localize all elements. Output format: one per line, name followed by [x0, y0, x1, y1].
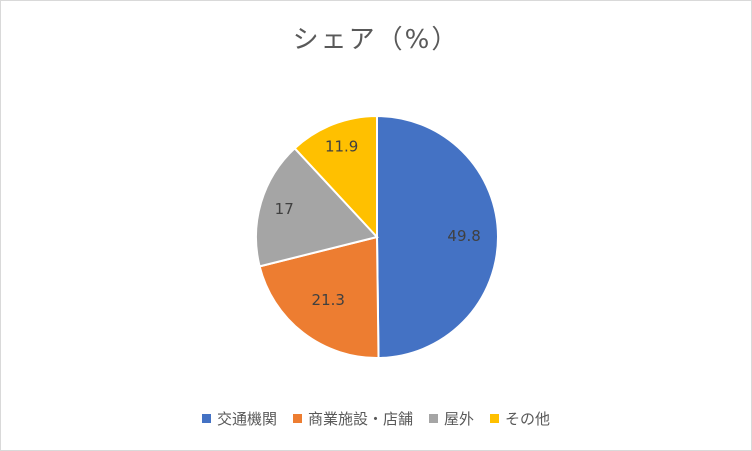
legend-swatch — [429, 414, 438, 423]
legend-item-2: 商業施設・店舗 — [292, 408, 413, 429]
legend-item-1: 交通機関 — [201, 408, 277, 429]
data-label-1: 49.8 — [447, 227, 480, 245]
pie-slice-2 — [258, 235, 380, 359]
pie-slice-1 — [376, 114, 499, 360]
chart-title: シェア（%） — [292, 25, 460, 55]
legend-label: 商業施設・店舗 — [307, 410, 413, 428]
data-label-2: 21.3 — [312, 291, 345, 309]
legend-item-3: 屋外 — [429, 408, 474, 429]
pie-slice-3 — [255, 146, 379, 268]
legend-item-4: その他 — [490, 408, 550, 429]
legend-swatch — [201, 414, 211, 423]
legend: 交通機関 商業施設・店舗 屋外 その他 — [1, 408, 751, 429]
legend-swatch — [292, 414, 302, 423]
legend-swatch — [490, 414, 500, 423]
legend-label: その他 — [505, 410, 551, 428]
data-label-3: 17 — [275, 200, 294, 218]
legend-label: 交通機関 — [216, 410, 277, 428]
data-label-4: 11.9 — [325, 137, 358, 155]
pie-slice-4 — [293, 114, 378, 240]
legend-label: 屋外 — [444, 410, 475, 428]
